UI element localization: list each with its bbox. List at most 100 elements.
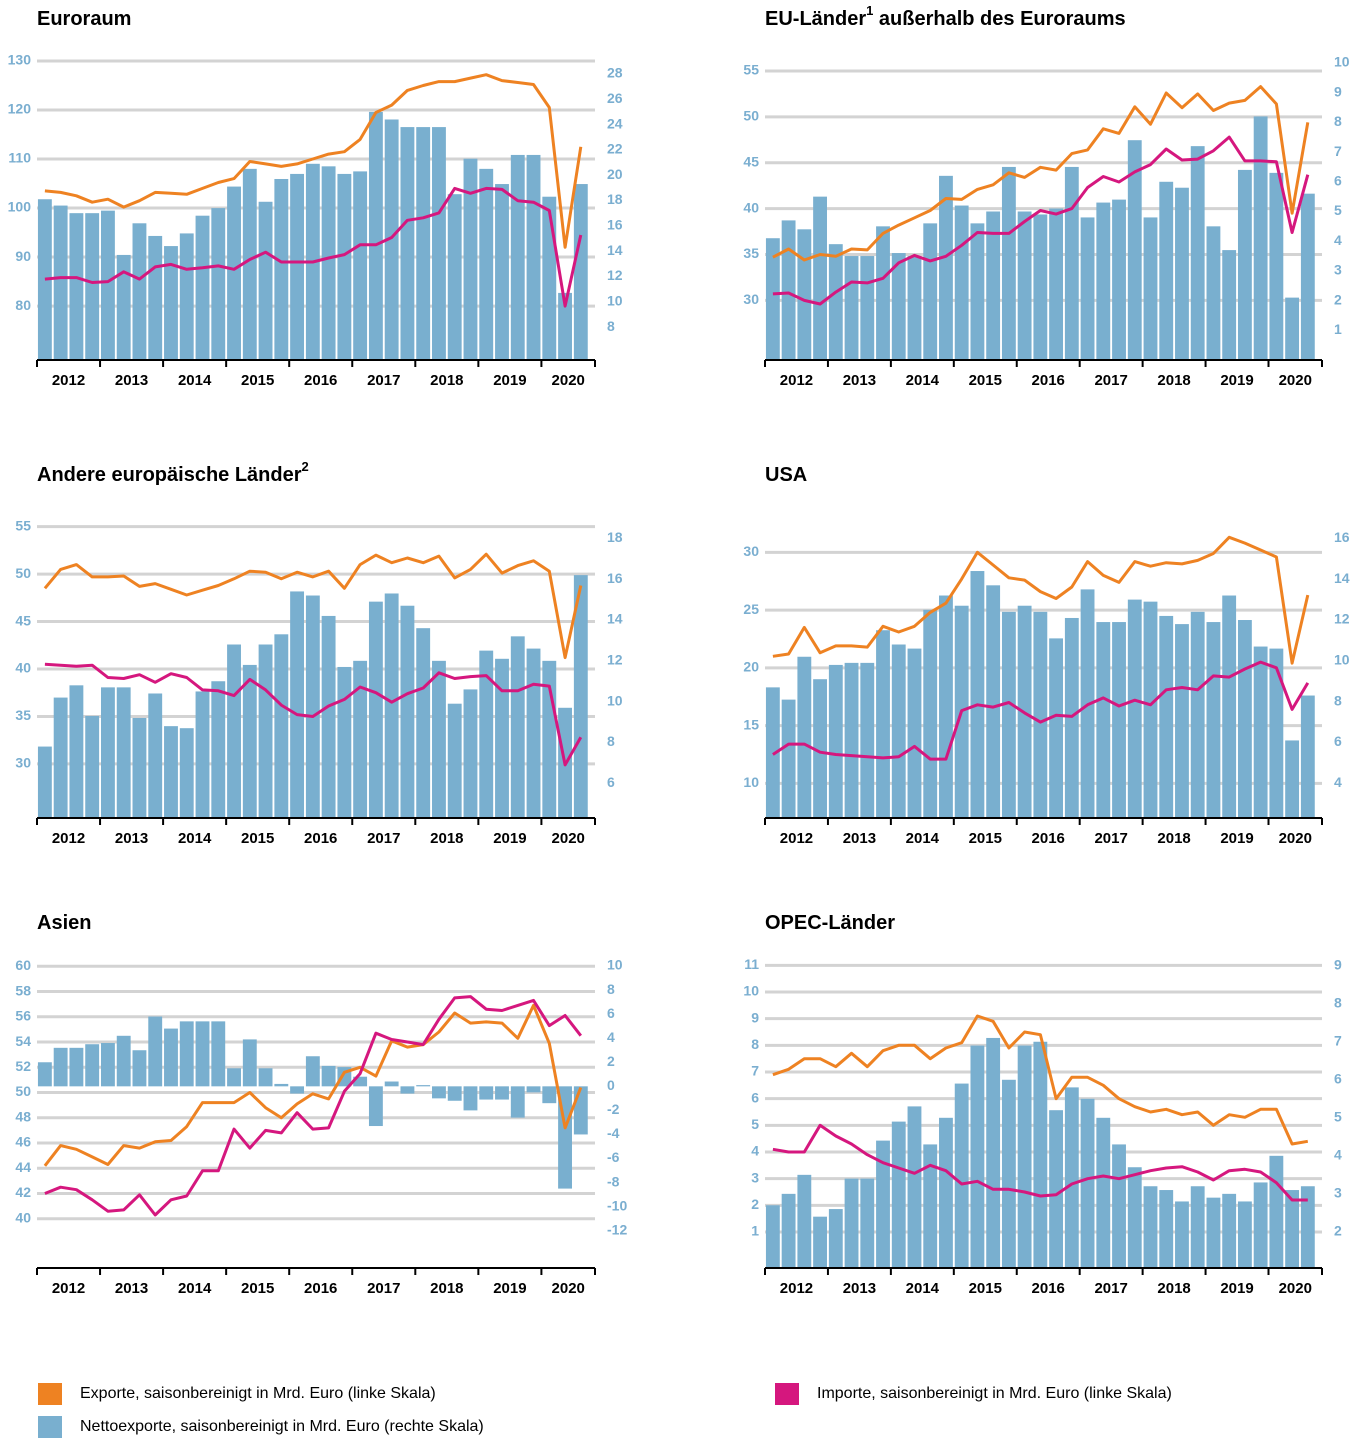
y-tick-label: 35: [743, 245, 759, 261]
legend-swatch: [38, 1383, 62, 1405]
bar: [939, 595, 953, 818]
bar: [242, 168, 257, 360]
bar: [923, 1144, 938, 1268]
bar: [132, 223, 147, 360]
bar: [368, 1086, 383, 1127]
bar: [1064, 1087, 1079, 1268]
bar: [986, 1037, 1001, 1268]
bar: [1190, 611, 1205, 818]
panel: Andere europäische Länder2 30 35 40 45 50 55 6 8…: [15, 459, 622, 847]
bar: [179, 728, 194, 818]
bar: [970, 571, 985, 818]
bar: [242, 664, 257, 818]
x-tick-label: 2013: [115, 372, 148, 389]
bar: [860, 1178, 875, 1268]
bar: [1033, 214, 1048, 360]
chart-title: USA: [765, 464, 807, 486]
bar: [195, 691, 210, 818]
x-tick-label: 2018: [430, 1280, 463, 1297]
bar: [907, 648, 922, 818]
bar: [53, 1047, 68, 1087]
y2-tick-label: 24: [607, 115, 623, 131]
bar: [1237, 1201, 1252, 1268]
x-tick-label: 2020: [552, 372, 585, 389]
x-tick-label: 2014: [906, 830, 940, 847]
bar: [384, 1081, 399, 1087]
bar: [53, 697, 68, 818]
x-tick-label: 2015: [241, 1280, 274, 1297]
bar: [939, 175, 953, 360]
line-series: Exporte, saisonbereinigt in Mrd. Euro (l…: [772, 535, 1310, 665]
title-text: Asien: [37, 912, 91, 934]
bar: [1143, 601, 1158, 818]
bar: [542, 1086, 557, 1104]
bar: [1237, 620, 1252, 818]
bar: [179, 233, 194, 360]
chart-title: Asien: [37, 912, 91, 934]
y-tick-label: 6: [751, 1089, 759, 1105]
bar: [148, 235, 163, 360]
y2-tick-label: 4: [1334, 232, 1342, 248]
bar: [148, 1016, 163, 1087]
panel: Asien4042444648505254565860-12-10-8-6-4-…: [15, 912, 627, 1297]
bar: [290, 173, 305, 360]
bar: [1300, 695, 1315, 818]
y2-tick-label: 10: [607, 957, 623, 973]
bar: [844, 1178, 859, 1268]
y-tick-label: 130: [8, 52, 32, 68]
y-tick-label: 58: [15, 982, 31, 998]
y-tick-label: 8: [751, 1036, 759, 1052]
bar: [970, 1045, 985, 1268]
x-tick-label: 2019: [493, 372, 526, 389]
bar: [1206, 1197, 1221, 1268]
line-series: Exporte, saisonbereinigt in Mrd. Euro (l…: [772, 1014, 1309, 1146]
bar: [353, 171, 368, 360]
bar: [100, 1043, 115, 1087]
bar: [1127, 140, 1142, 360]
bar: [813, 1216, 827, 1268]
y2-tick-label: 7: [1334, 143, 1342, 159]
y2-tick-label: -12: [607, 1221, 627, 1237]
bar: [116, 1035, 131, 1087]
x-tick-label: 2012: [780, 830, 813, 847]
line-series: Exporte, saisonbereinigt in Mrd. Euro (l…: [43, 552, 583, 660]
bar: [368, 601, 383, 818]
bar: [1190, 1186, 1205, 1268]
y-tick-label: 48: [15, 1108, 31, 1124]
bar: [797, 229, 812, 360]
bar-series: Nettoexporte, saisonbereinigt in Mrd. Eu…: [765, 1037, 1315, 1268]
bar: [1206, 226, 1221, 360]
bar: [148, 693, 163, 818]
bar: [1269, 648, 1284, 818]
y2-tick-label: 9: [1334, 956, 1342, 972]
bar: [954, 205, 969, 360]
x-tick-label: 2015: [969, 372, 1002, 389]
bar: [321, 166, 336, 360]
legend-label: Importe, saisonbereinigt in Mrd. Euro (l…: [817, 1385, 1172, 1402]
bar: [1269, 172, 1284, 360]
bar: [479, 650, 494, 818]
bar: [432, 660, 446, 818]
y2-tick-label: 10: [607, 292, 623, 308]
y-tick-label: 50: [15, 565, 31, 581]
bar: [432, 127, 446, 360]
bar: [1033, 1041, 1048, 1268]
legend-label: Nettoexporte, saisonbereinigt in Mrd. Eu…: [80, 1418, 484, 1435]
y2-tick-label: 14: [1334, 570, 1350, 586]
bar-series: Nettoexporte, saisonbereinigt in Mrd. Eu…: [765, 571, 1315, 818]
y2-tick-label: 28: [607, 65, 623, 81]
title-text: OPEC-Länder: [765, 912, 895, 934]
y-tick-label: 1: [751, 1223, 759, 1239]
legend-label: Exporte, saisonbereinigt in Mrd. Euro (l…: [80, 1385, 436, 1402]
bar: [1175, 624, 1189, 818]
x-tick-label: 2016: [1032, 372, 1065, 389]
y2-tick-label: 4: [607, 1029, 615, 1045]
bar: [227, 644, 241, 818]
bar-series: Nettoexporte, saisonbereinigt in Mrd. Eu…: [37, 111, 588, 360]
x-tick-label: 2020: [552, 830, 585, 847]
bar: [573, 575, 588, 818]
y2-tick-label: 5: [1334, 202, 1342, 218]
y2-tick-label: 1: [1334, 321, 1342, 337]
y2-tick-label: 22: [607, 141, 623, 157]
